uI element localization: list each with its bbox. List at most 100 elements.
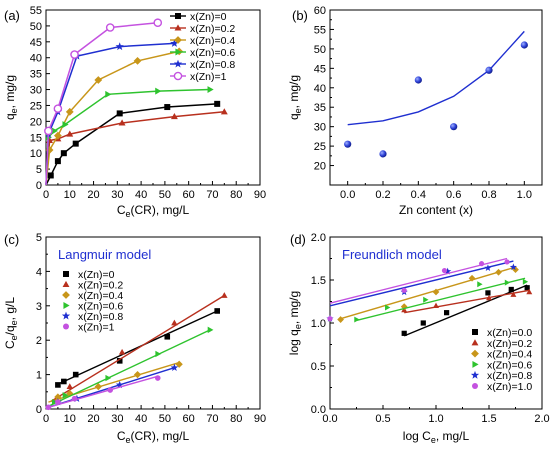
series-x1 [45, 375, 161, 411]
series-line [45, 111, 225, 186]
data-point [214, 100, 221, 107]
y-tick-label: 40 [30, 53, 42, 65]
data-point [495, 268, 502, 276]
x-tick-label: 1.0 [428, 413, 443, 425]
y-tick-label: 3 [36, 301, 42, 313]
data-point [450, 123, 458, 131]
x-tick-label: 40 [135, 189, 147, 201]
data-point [484, 264, 492, 272]
x-tick-label: 20 [87, 413, 99, 425]
legend-entry: x(Zn)=0.6 [170, 47, 235, 59]
panel-c: 0 10 20 30 40 50 60 70 80 90 0 1 2 3 4 5 (c) Ce(CR), mg/L… [3, 232, 266, 445]
data-point [354, 316, 360, 323]
series-x02 [50, 292, 228, 403]
series-x04 [48, 360, 183, 403]
data-point [170, 112, 178, 120]
legend-marker [63, 302, 70, 309]
data-point [70, 50, 79, 59]
data-point [55, 382, 61, 388]
y-tick-label: 20 [314, 161, 326, 173]
data-point [133, 370, 142, 379]
data-point [51, 127, 58, 135]
data-point [401, 330, 407, 336]
data-point [155, 350, 162, 358]
legend-marker [174, 24, 182, 31]
data-point [60, 150, 67, 157]
x-tick-label: 70 [206, 189, 218, 201]
y-tick-label: 0.0 [311, 404, 326, 416]
legend-label: x(Zn)=1 [190, 71, 227, 83]
data-point [115, 42, 124, 51]
y-tick-label: 25 [30, 100, 42, 112]
plot-frame [329, 9, 543, 186]
data-point [154, 375, 161, 381]
legend-label: x(Zn)=0.6 [487, 359, 532, 371]
data-point [327, 316, 333, 322]
legend-entry: x(Zn)=0.2 [170, 23, 235, 35]
series-x02 [401, 288, 533, 314]
x-tick-label: 1.0 [517, 189, 532, 201]
legend-marker [62, 291, 70, 299]
y-axis-label: qe, mg/g [287, 75, 303, 120]
y-tick-label: 45 [314, 63, 326, 75]
legend-entry: x(Zn)=1 [170, 71, 227, 83]
series-line [45, 88, 211, 186]
fit-line [329, 260, 514, 307]
fit-line [340, 266, 516, 320]
y-tick-label: 50 [30, 21, 42, 33]
x-tick-label: 2.0 [534, 413, 549, 425]
legend-label: x(Zn)=0.6 [78, 301, 123, 313]
data-point [485, 66, 493, 74]
data-point [55, 399, 61, 405]
x-tick-label: 0.4 [411, 189, 426, 201]
data-point [423, 296, 429, 303]
legend-label: x(Zn)=0.8 [78, 311, 123, 323]
x-tick-label: 0 [43, 189, 49, 201]
series-x08 [44, 39, 179, 186]
data-point [153, 18, 163, 28]
panel-label-a: (a) [4, 8, 20, 23]
data-point [207, 326, 214, 334]
y-tick-label: 1.0 [311, 318, 326, 330]
data-point [432, 288, 440, 296]
y-tick-label: 35 [314, 102, 326, 114]
series-x04 [337, 266, 519, 323]
legend-entry: x(Zn)=0.4 [170, 35, 235, 47]
data-point [118, 119, 126, 126]
data-point [105, 23, 115, 32]
y-tick-label: 2.0 [311, 232, 326, 244]
series-x08 [48, 363, 179, 408]
x-tick-label: 0.8 [481, 189, 496, 201]
fit-line [403, 284, 528, 337]
data-point [116, 358, 123, 364]
chart-title: Langmuir model [58, 247, 151, 262]
data-point [94, 383, 102, 391]
x-tick-label: 60 [183, 413, 195, 425]
data-point [65, 107, 74, 116]
y-tick-label: 30 [30, 85, 42, 97]
legend-entry: x(Zn)=1.0 [472, 381, 532, 393]
data-point [53, 104, 63, 113]
x-tick-label: 80 [230, 189, 242, 201]
fit-curve [347, 30, 525, 126]
legend-entry: x(Zn)=0.6 [472, 359, 532, 371]
legend-label: x(Zn)=0.2 [190, 23, 235, 35]
panel-label-c: (c) [4, 232, 19, 247]
data-point [107, 387, 113, 393]
y-tick-label: 30 [314, 122, 326, 134]
x-axis-label: Zn content (x) [399, 203, 473, 217]
x-axis-label: Ce(CR), mg/L [117, 429, 190, 445]
x-tick-label: 30 [111, 189, 123, 201]
data-point [433, 302, 439, 309]
data-point [115, 380, 124, 389]
x-tick-label: 0.0 [322, 413, 337, 425]
x-tick-label: 90 [254, 413, 266, 425]
x-tick-label: 10 [64, 189, 76, 201]
x-tick-label: 50 [159, 189, 171, 201]
legend-marker [175, 13, 181, 19]
legend-label: x(Zn)=0.6 [190, 47, 235, 59]
x-tick-label: 30 [111, 413, 123, 425]
y-axis-label: qe, mg/g [3, 75, 19, 120]
series-x0 [401, 284, 530, 337]
panel-label-d: (d) [290, 232, 306, 247]
